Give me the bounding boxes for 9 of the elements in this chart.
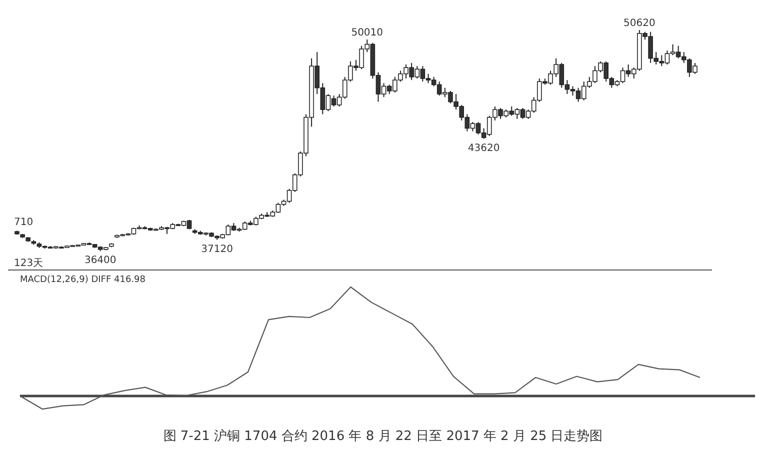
annotation: 50010 <box>351 27 384 38</box>
annotation: 43620 <box>468 142 500 154</box>
chart-title: MACD(12,26,9) DIFF 416.98 <box>20 275 146 285</box>
annotation: 36400 <box>84 255 116 266</box>
annotation: 710 <box>14 216 34 228</box>
text: 123天 <box>14 258 44 269</box>
annotation: 50620 <box>624 18 656 29</box>
annotation: 37120 <box>201 244 233 255</box>
caption: 图 7-21 沪铜 1704 合约 2016 年 8 月 22 日至 2017 年 2 月 25 日走势图 <box>163 428 603 444</box>
